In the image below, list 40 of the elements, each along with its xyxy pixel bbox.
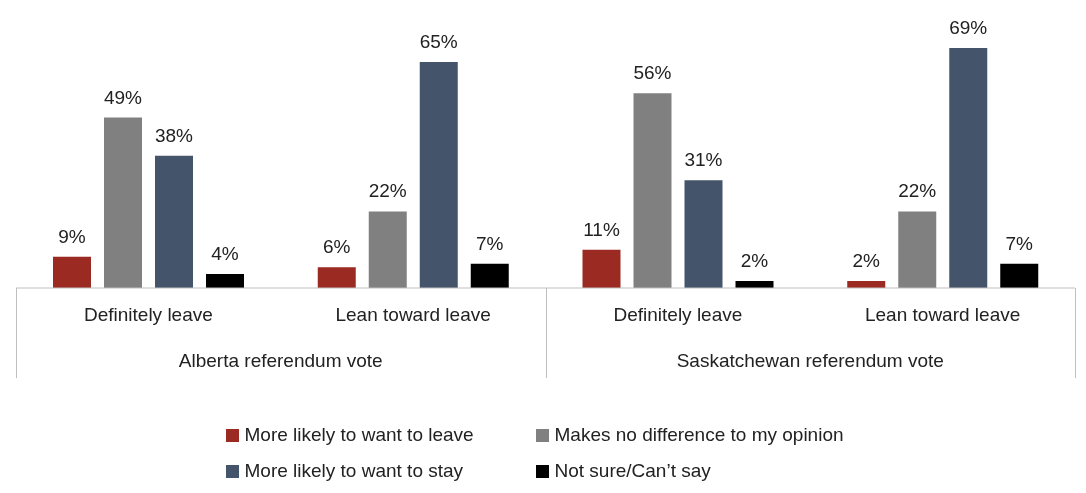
bar: [419, 61, 458, 288]
bar: [470, 263, 509, 288]
bar: [684, 180, 723, 288]
x-tick-label: Definitely leave: [613, 304, 743, 326]
bar: [949, 48, 988, 288]
data-label: 9%: [58, 225, 86, 247]
bar: [104, 117, 142, 288]
x-tick-label: Definitely leave: [83, 304, 213, 326]
text: Alberta referendum vote: [177, 350, 384, 372]
bar: [1000, 263, 1039, 288]
bar: [633, 93, 672, 288]
data-label: 2%: [852, 250, 881, 272]
data-label: 56%: [633, 62, 672, 84]
bar: [368, 211, 407, 288]
data-label: 6%: [323, 236, 351, 258]
legend-label: More likely to want to stay: [244, 460, 464, 482]
data-label: 2%: [740, 250, 769, 272]
data-label: 7%: [1005, 232, 1034, 254]
bar: [53, 256, 91, 288]
text: Saskatchewan referendum vote: [675, 350, 945, 372]
data-label: 49%: [103, 86, 143, 108]
data-label: 7%: [476, 232, 504, 254]
data-label: 22%: [368, 180, 407, 202]
data-label: 65%: [419, 30, 458, 52]
bar: [155, 155, 193, 288]
data-label: 69%: [949, 17, 988, 38]
legend-label: More likely to want to leave: [244, 424, 474, 446]
bar: [317, 267, 356, 288]
bar: [206, 274, 244, 288]
data-label: 4%: [211, 243, 239, 265]
data-label: 22%: [898, 180, 937, 202]
data-label: 31%: [684, 149, 723, 171]
data-label: 38%: [154, 124, 194, 146]
bar: [582, 249, 621, 288]
legend-label: Not sure/Can’t say: [554, 460, 711, 482]
data-label: 11%: [583, 218, 620, 240]
bar: [898, 211, 937, 288]
x-tick-label: Lean toward leave: [335, 304, 491, 326]
x-tick-label: Lean toward leave: [864, 304, 1021, 326]
legend-label: Makes no difference to my opinion: [554, 424, 844, 446]
